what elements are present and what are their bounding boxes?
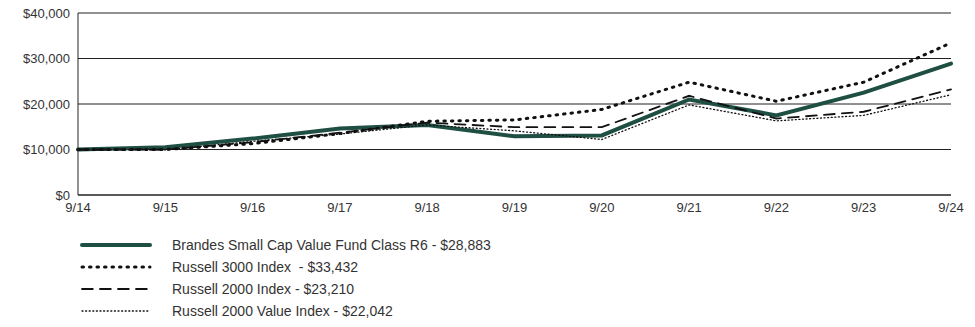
svg-text:9/16: 9/16 xyxy=(240,200,265,215)
svg-text:9/14: 9/14 xyxy=(65,200,91,216)
svg-text:9/17: 9/17 xyxy=(327,200,352,215)
svg-text:$20,000: $20,000 xyxy=(23,97,70,112)
svg-text:9/24: 9/24 xyxy=(938,200,963,215)
svg-text:$0: $0 xyxy=(56,188,70,203)
svg-text:9/15: 9/15 xyxy=(153,200,178,215)
svg-text:9/23: 9/23 xyxy=(851,200,876,215)
svg-text:9/18: 9/18 xyxy=(415,200,440,215)
svg-text:$10,000: $10,000 xyxy=(23,142,70,157)
svg-text:9/22: 9/22 xyxy=(764,200,789,215)
svg-text:$40,000: $40,000 xyxy=(23,6,70,21)
svg-text:$30,000: $30,000 xyxy=(23,51,70,66)
html-text:Russell 2000 Value Index - $22: Russell 2000 Value Index - $22,042 xyxy=(172,303,393,319)
svg-text:9/20: 9/20 xyxy=(589,200,614,215)
svg-text:9/19: 9/19 xyxy=(502,200,527,215)
svg-text:9/21: 9/21 xyxy=(676,200,701,215)
html-text:Russell 2000 Index - $23,210: Russell 2000 Index - $23,210 xyxy=(172,281,355,297)
html-text:Russell 3000 Index - $33,432: Russell 3000 Index - $33,432 xyxy=(172,259,358,275)
html-text:Brandes Small Cap Value Fund C: Brandes Small Cap Value Fund Class R6 - … xyxy=(172,237,491,253)
